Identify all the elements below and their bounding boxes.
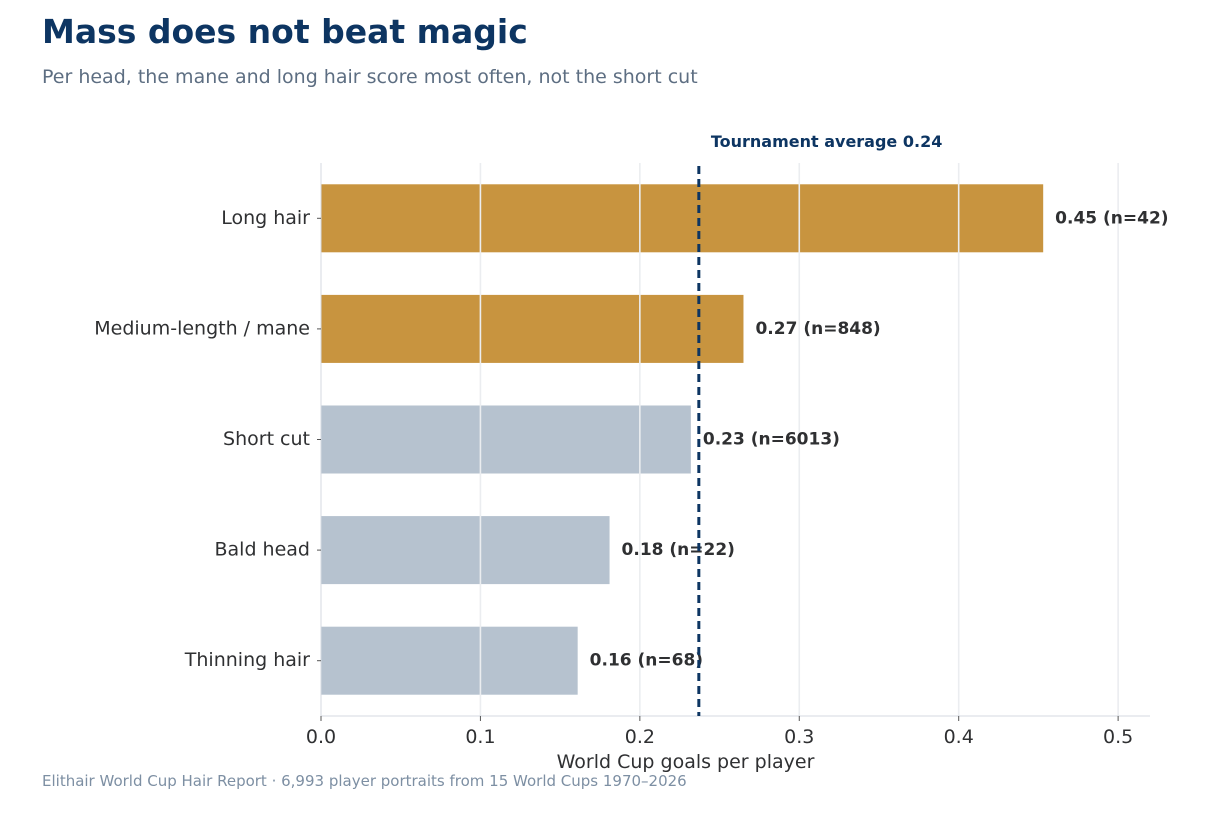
category-label: Long hair xyxy=(221,207,310,229)
value-label: 0.16 (n=68) xyxy=(590,651,703,671)
bar xyxy=(321,294,744,363)
category-label: Bald head xyxy=(215,539,311,561)
source-note: Elithair World Cup Hair Report · 6,993 p… xyxy=(42,772,687,790)
category-label: Thinning hair xyxy=(184,649,310,671)
bar xyxy=(321,184,1044,253)
value-label: 0.27 (n=848) xyxy=(755,319,880,339)
category-label: Medium-length / mane xyxy=(94,317,310,339)
x-tick-label: 0.4 xyxy=(944,726,974,748)
bar xyxy=(321,516,610,585)
value-label: 0.18 (n=22) xyxy=(622,540,735,560)
category-label: Short cut xyxy=(223,428,310,450)
x-tick-label: 0.5 xyxy=(1103,726,1133,748)
bar xyxy=(321,405,691,474)
x-tick-label: 0.1 xyxy=(465,726,495,748)
x-axis-title: World Cup goals per player xyxy=(557,751,815,773)
x-tick-label: 0.0 xyxy=(306,726,336,748)
chart-title: Mass does not beat magic xyxy=(42,12,528,51)
reference-line-label: Tournament average 0.24 xyxy=(711,132,943,151)
x-tick-label: 0.2 xyxy=(625,726,655,748)
x-tick-label: 0.3 xyxy=(784,726,814,748)
bar xyxy=(321,626,578,695)
chart-subtitle: Per head, the mane and long hair score m… xyxy=(42,66,698,88)
value-label: 0.45 (n=42) xyxy=(1055,208,1168,228)
value-label: 0.23 (n=6013) xyxy=(703,430,840,450)
